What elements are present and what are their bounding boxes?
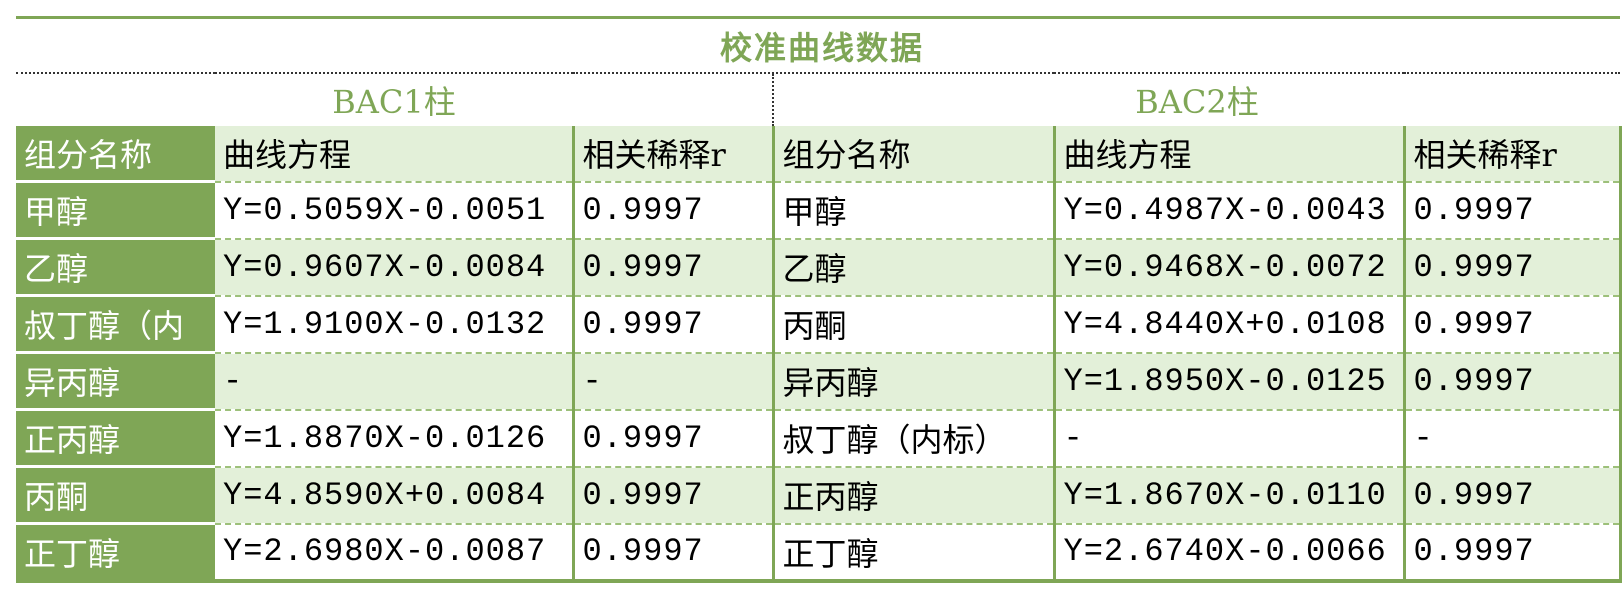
bac1-group-header: BAC1柱 (16, 73, 774, 126)
bac1-component-cell: 甲醇 (16, 181, 215, 240)
bac2-equation-cell: Y=0.9468X-0.0072 (1052, 238, 1404, 297)
bac1-equation-cell: Y=2.6980X-0.0087 (215, 523, 573, 583)
bac2-equation-cell: Y=2.6740X-0.0066 (1052, 523, 1404, 583)
bac1-r-cell: 0.9997 (571, 295, 773, 354)
bac1-component-cell: 乙醇 (16, 238, 215, 297)
bac2-equation-cell: Y=4.8440X+0.0108 (1052, 295, 1404, 354)
bac2-r-cell: 0.9997 (1402, 352, 1622, 411)
table-row: 甲醇 Y=0.5059X-0.0051 0.9997 甲醇 Y=0.4987X-0.00… (16, 181, 1622, 240)
bac1-component-cell: 丙酮 (16, 466, 215, 525)
bac2-r-header: 相关稀释r (1402, 126, 1622, 183)
bac1-equation-cell: Y=4.8590X+0.0084 (215, 466, 573, 525)
bac2-equation-cell: Y=1.8950X-0.0125 (1052, 352, 1404, 411)
bac2-r-cell: 0.9997 (1402, 238, 1622, 297)
title-row: 校准曲线数据 (16, 16, 1621, 74)
bac2-component-cell: 丙酮 (771, 295, 1054, 354)
bac2-component-cell: 正丁醇 (771, 523, 1054, 583)
bac2-equation-cell: Y=1.8670X-0.0110 (1052, 466, 1404, 525)
table-row: 丙酮 Y=4.8590X+0.0084 0.9997 正丙醇 Y=1.8670X-0.0… (16, 466, 1622, 525)
bac2-r-cell: 0.9997 (1402, 466, 1622, 525)
bac2-component-header: 组分名称 (771, 126, 1054, 183)
bac1-equation-cell: Y=0.9607X-0.0084 (215, 238, 573, 297)
table-row: 乙醇 Y=0.9607X-0.0084 0.9997 乙醇 Y=0.9468X-0.00… (16, 238, 1622, 297)
bac2-group-header: BAC2柱 (1135, 83, 1259, 121)
bac2-r-cell: 0.9997 (1402, 181, 1622, 240)
bac1-equation-cell: Y=0.5059X-0.0051 (215, 181, 573, 240)
calibration-table: 校准曲线数据 BAC1柱 BAC2柱 组分名称 曲线方程 相关稀释r 组分名称 … (16, 16, 1622, 583)
bac2-equation-cell: Y=0.4987X-0.0043 (1052, 181, 1404, 240)
bac2-component-cell: 叔丁醇（内标） (771, 409, 1054, 468)
bac2-component-cell: 异丙醇 (771, 352, 1054, 411)
bac1-component-cell: 叔丁醇（内 (16, 295, 215, 354)
bac2-equation-cell: - (1052, 409, 1404, 468)
bac1-component-cell: 正丁醇 (16, 523, 215, 583)
table-row: 正丙醇 Y=1.8870X-0.0126 0.9997 叔丁醇（内标） - - (16, 409, 1622, 468)
bac1-r-cell: 0.9997 (571, 181, 773, 240)
bac1-r-cell: 0.9997 (571, 238, 773, 297)
table-row: 正丁醇 Y=2.6980X-0.0087 0.9997 正丁醇 Y=2.6740X-0.… (16, 523, 1622, 583)
bac2-component-cell: 正丙醇 (771, 466, 1054, 525)
bac1-equation-cell: Y=1.9100X-0.0132 (215, 295, 573, 354)
bac2-component-cell: 乙醇 (771, 238, 1054, 297)
bac1-component-cell: 异丙醇 (16, 352, 215, 411)
bac1-r-cell: - (571, 352, 773, 411)
bac1-equation-cell: - (215, 352, 573, 411)
bac2-r-cell: - (1402, 409, 1622, 468)
bac2-r-cell: 0.9997 (1402, 523, 1622, 583)
bac2-component-cell: 甲醇 (771, 181, 1054, 240)
table-title: 校准曲线数据 (16, 16, 1621, 74)
bac1-r-cell: 0.9997 (571, 466, 773, 525)
bac1-r-cell: 0.9997 (571, 523, 773, 583)
bac1-component-header: 组分名称 (16, 126, 215, 183)
table-row: 异丙醇 - - 异丙醇 Y=1.8950X-0.0125 0.9997 (16, 352, 1622, 411)
bac1-equation-header: 曲线方程 (215, 126, 573, 183)
bac1-r-header: 相关稀释r (571, 126, 773, 183)
bac1-r-cell: 0.9997 (571, 409, 773, 468)
bac1-component-cell: 正丙醇 (16, 409, 215, 468)
table-row: 叔丁醇（内 Y=1.9100X-0.0132 0.9997 丙酮 Y=4.8440X+0… (16, 295, 1622, 354)
header-row: 组分名称 曲线方程 相关稀释r 组分名称 曲线方程 相关稀释r (16, 126, 1622, 183)
bac2-equation-header: 曲线方程 (1052, 126, 1404, 183)
column-group-row: BAC1柱 BAC2柱 (16, 73, 1620, 126)
bac2-r-cell: 0.9997 (1402, 295, 1622, 354)
bac1-equation-cell: Y=1.8870X-0.0126 (215, 409, 573, 468)
